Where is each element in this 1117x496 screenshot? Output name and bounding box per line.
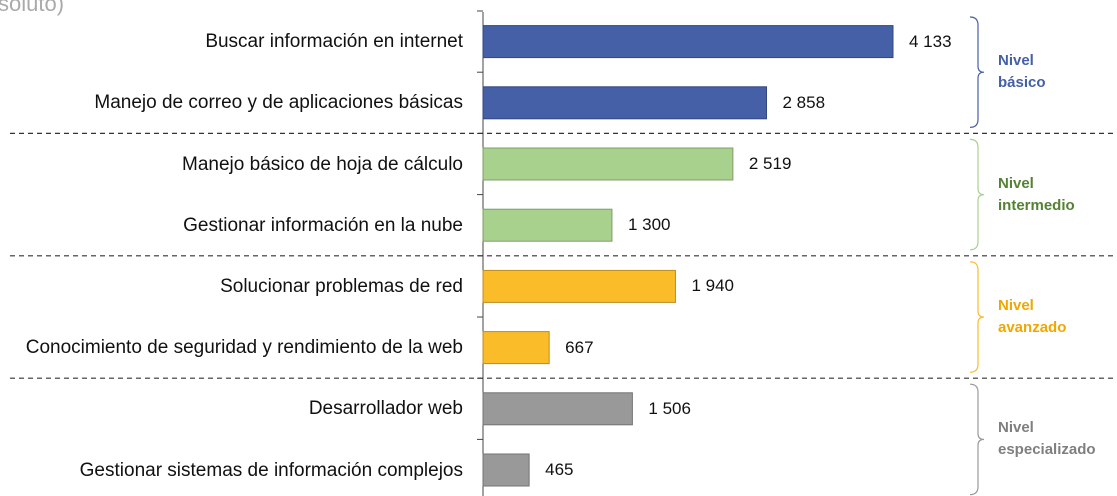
group-label: Nivel avanzado [998,297,1067,336]
value-label: 2 519 [748,154,792,173]
bar [482,25,894,59]
category-label: Solucionar problemas de red [220,275,463,297]
value-label: 4 133 [908,31,952,51]
group-brace [969,383,985,496]
bar [482,86,768,120]
value-label: 667 [565,337,594,357]
category-label: Manejo de correo y de aplicaciones básic… [94,92,463,114]
group-label: Nivel especializado [998,419,1096,459]
category-label: Desarrollador web [308,398,463,420]
value-label: 1 940 [691,276,734,296]
group-brace [969,261,985,373]
category-label: Gestionar sistemas de información comple… [79,459,463,481]
category-label: Buscar información en internet [205,31,463,53]
category-label: Conocimiento de seguridad y rendimiento … [25,337,463,359]
group-brace [969,138,985,251]
group-label: Nivel básico [998,52,1046,92]
value-label: 1 300 [627,215,671,235]
category-label: Manejo básico de hoja de cálculo [182,153,463,175]
bar [482,392,633,426]
bar [482,453,530,487]
chart-title: soluto) [0,0,65,16]
value-label: 465 [545,460,574,479]
bar [482,331,550,365]
bar [482,208,613,242]
group-label: Nivel intermedio [998,174,1075,214]
value-label: 1 506 [648,398,691,418]
category-label: Gestionar información en la nube [183,214,463,236]
value-label: 2 858 [782,92,826,112]
bar [482,269,676,303]
group-brace [969,16,985,128]
bar [482,147,734,181]
